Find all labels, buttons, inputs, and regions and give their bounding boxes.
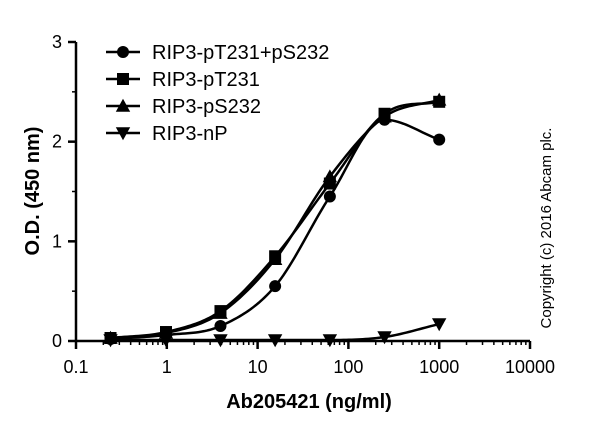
- y-tick-label: 3: [52, 32, 62, 52]
- legend-label-2: RIP3-pT231: [152, 69, 260, 91]
- x-tick-label: 0.1: [63, 357, 88, 377]
- x-tick-label: 1000: [419, 357, 459, 377]
- legend-marker-2: [117, 73, 129, 85]
- x-tick-label: 1: [162, 357, 172, 377]
- legend-marker-3: [115, 98, 131, 112]
- x-axis-title: Ab205421 (ng/ml): [226, 391, 392, 413]
- series-3-point: [432, 92, 447, 106]
- series-3-point: [377, 109, 392, 123]
- legend-marker-4: [115, 127, 131, 141]
- series-line-1: [110, 118, 440, 341]
- legend-label-4: RIP3-nP: [152, 123, 228, 145]
- legend-marker-1: [117, 46, 129, 58]
- series-4-point: [432, 318, 447, 332]
- legend: RIP3-pT231+pS232 RIP3-pT231 RIP3-pS232 RIP3…: [106, 42, 329, 145]
- y-tick-label: 2: [52, 132, 62, 152]
- x-tick-label: 10000: [505, 357, 555, 377]
- copyright-annotation: Copyright (c) 2016 Abcam plc.: [538, 128, 555, 329]
- x-tick-label: 100: [333, 357, 363, 377]
- series-1-point: [214, 320, 227, 333]
- x-tick-label: 10: [248, 357, 268, 377]
- y-tick-label: 0: [52, 331, 62, 351]
- legend-label-1: RIP3-pT231+pS232: [152, 42, 329, 64]
- y-tick-label: 1: [52, 231, 62, 251]
- series-3-point: [267, 252, 283, 266]
- axes: 0.1 1 10 100 1000 10000 0 1 2 3: [52, 32, 555, 377]
- series-4-point: [377, 331, 392, 345]
- legend-label-3: RIP3-pS232: [152, 96, 261, 118]
- series-3-point: [322, 169, 338, 183]
- series-1-point: [323, 190, 336, 203]
- y-axis-title: O.D. (450 nm): [22, 127, 44, 256]
- series-1-point: [269, 280, 282, 293]
- series-1-point: [433, 133, 446, 146]
- series-3-point: [213, 305, 228, 319]
